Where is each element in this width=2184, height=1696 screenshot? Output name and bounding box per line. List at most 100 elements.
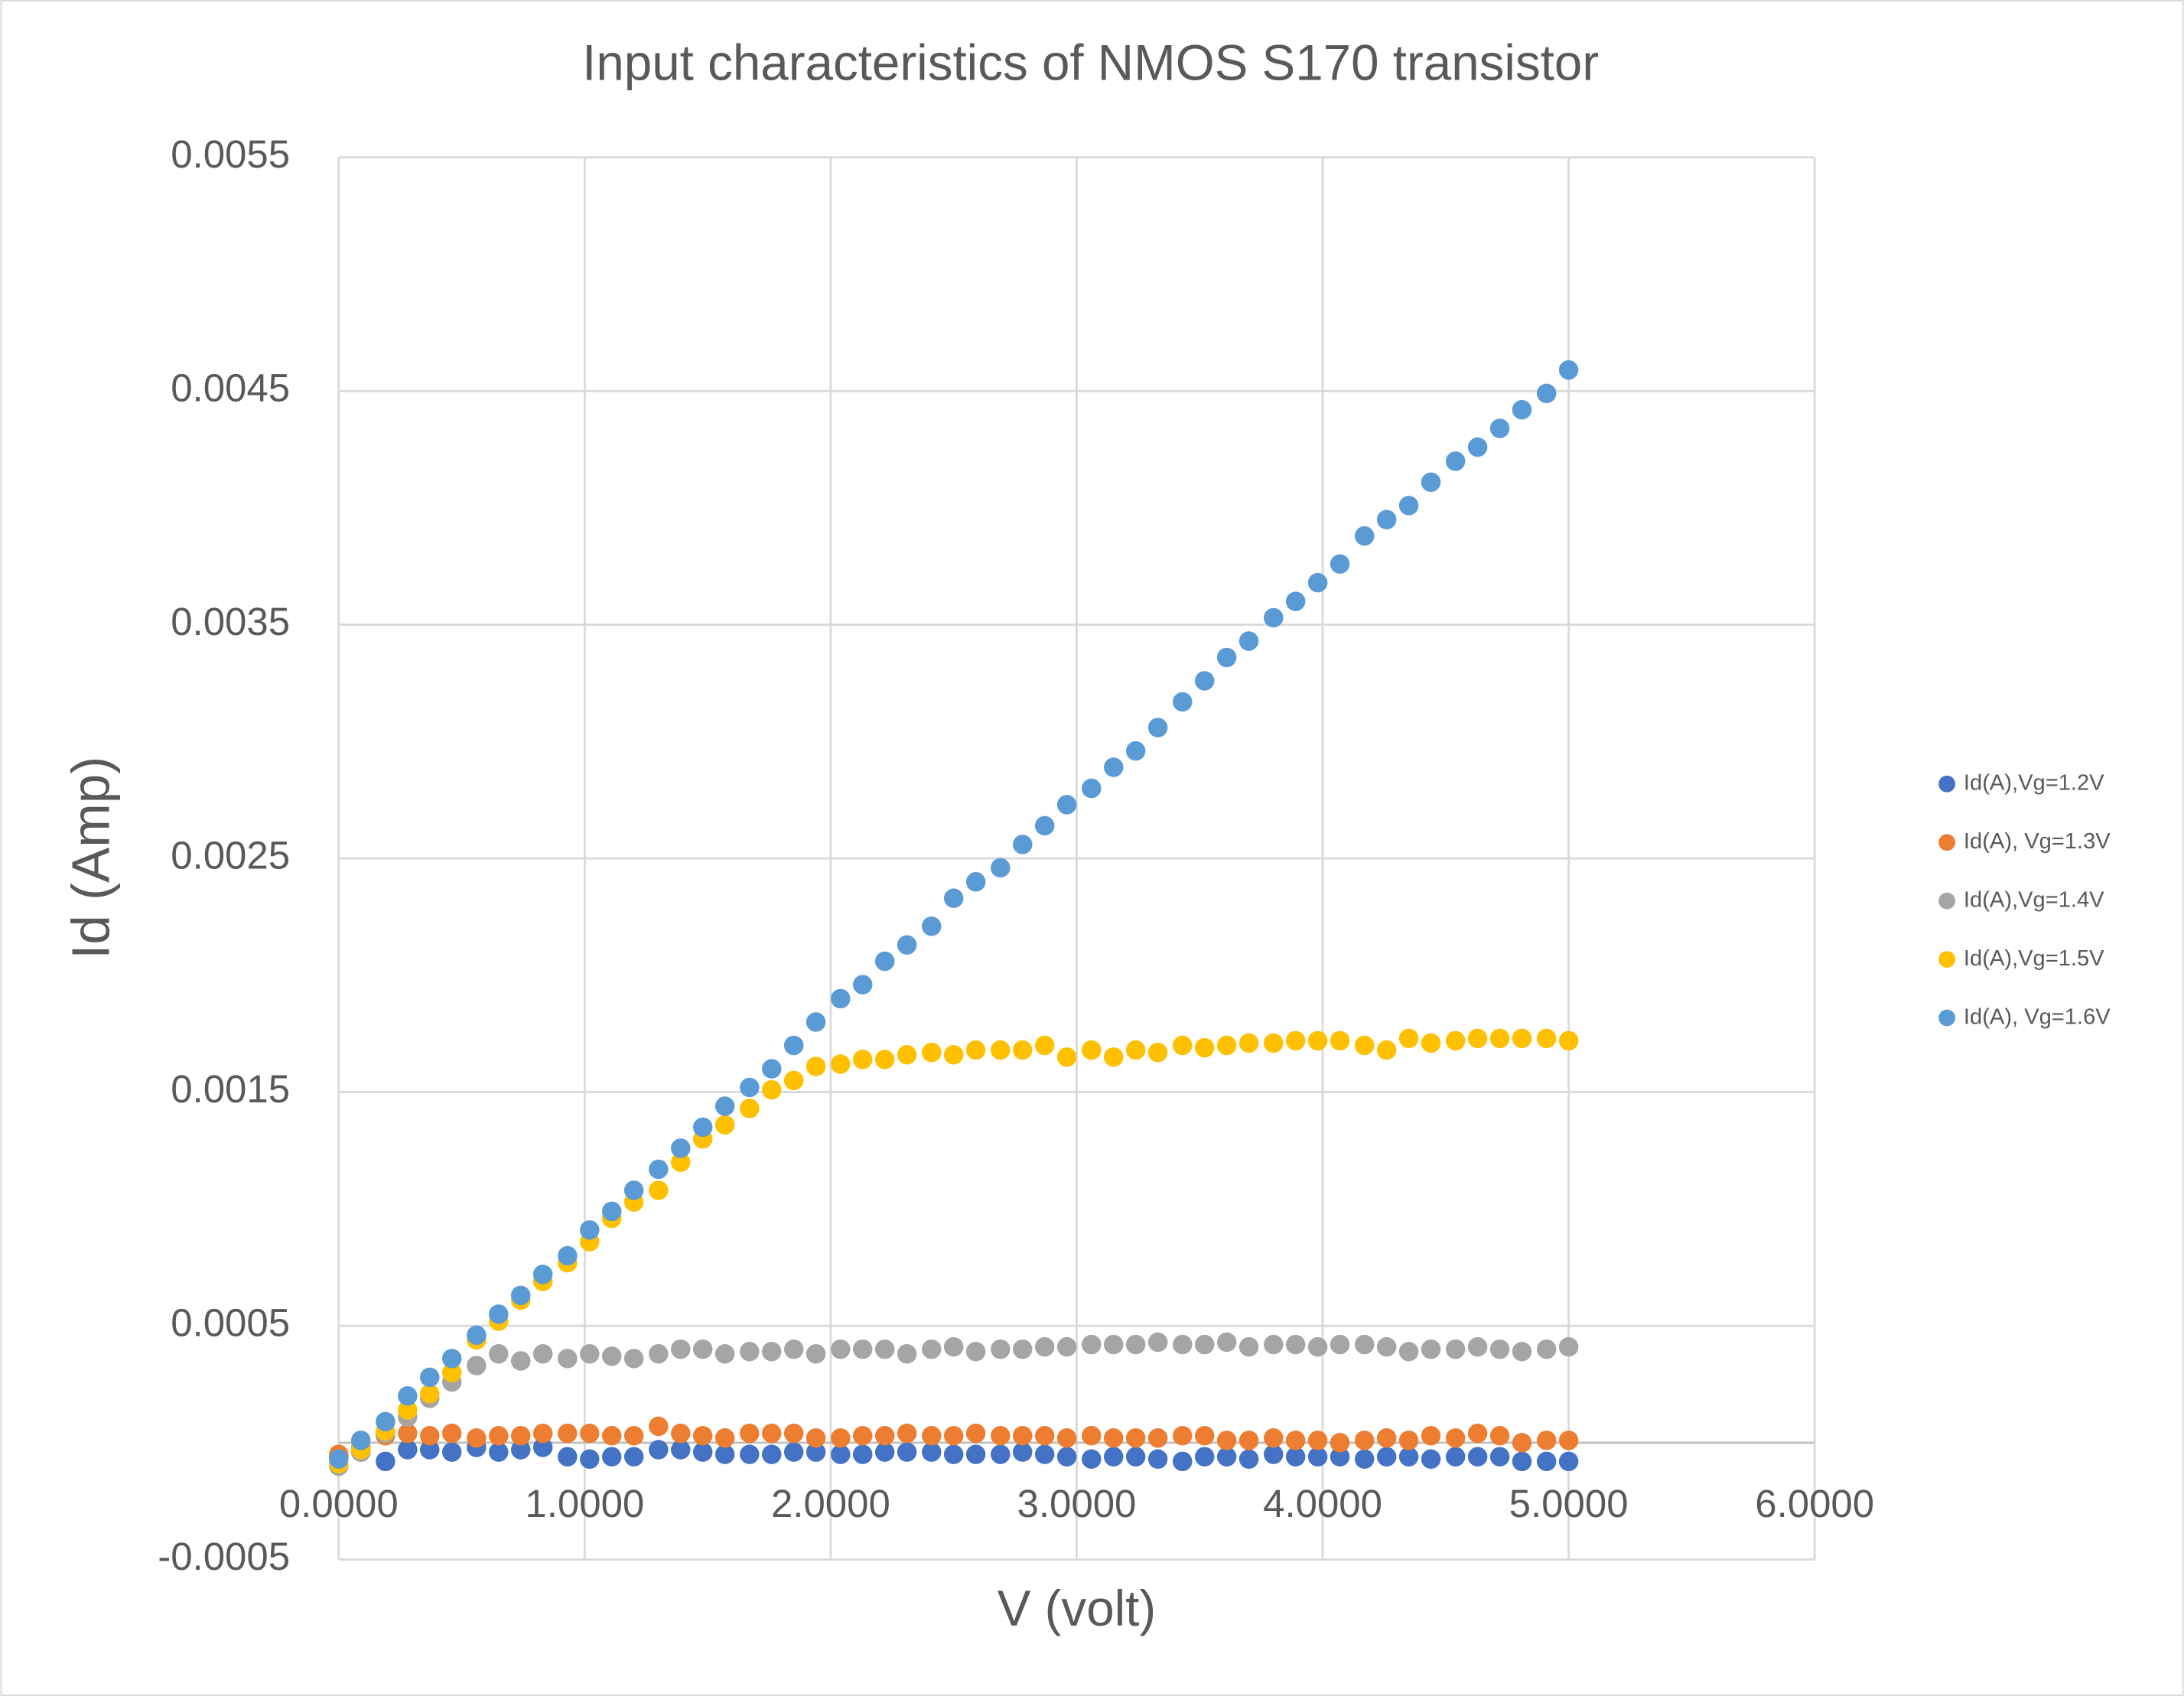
data-point [671,1440,691,1460]
data-point [580,1220,600,1240]
data-point [1330,1334,1350,1355]
data-point [398,1440,418,1460]
y-tick-label: -0.0005 [158,1535,290,1578]
data-point [943,1444,964,1464]
x-tick-label: 4.0000 [1263,1482,1382,1525]
data-point [897,935,917,955]
data-point [1398,496,1419,516]
data-point [852,1050,873,1069]
data-point [1354,526,1375,546]
data-point [1558,1451,1579,1472]
data-point [649,1180,669,1200]
data-point [649,1416,669,1437]
legend-label: Id(A), Vg=1.6V [1964,1004,2111,1029]
data-point [1512,1341,1532,1362]
data-point [467,1356,487,1375]
data-point [714,1096,735,1116]
data-point [1216,1431,1237,1450]
data-point [1421,1339,1441,1359]
data-point [965,1341,986,1362]
data-point [601,1346,622,1366]
data-point [1558,1431,1579,1450]
data-point [1125,1447,1146,1467]
data-point [1082,1425,1102,1446]
data-point [1467,1423,1488,1444]
data-point [671,1152,691,1173]
y-tick-label: 0.0025 [171,834,290,877]
data-point [874,1425,895,1446]
data-point [897,1423,917,1444]
y-tick-label: 0.0015 [171,1067,290,1111]
data-point [714,1444,735,1464]
data-point [623,1447,644,1467]
data-point [1285,1447,1306,1467]
data-point [1263,607,1284,628]
data-point [532,1344,553,1364]
data-point [1307,1431,1328,1450]
data-point [1216,1447,1237,1467]
data-point [329,1449,349,1470]
data-point [874,951,895,972]
data-point [1536,1028,1557,1049]
data-point [922,1042,942,1063]
data-point [623,1180,644,1200]
data-point [489,1344,509,1364]
data-point [831,1428,851,1448]
data-point [510,1285,531,1306]
data-point [1285,591,1306,611]
legend-marker [1938,775,1956,793]
data-point [965,871,986,892]
data-point [1216,1332,1237,1353]
data-point [1012,1339,1033,1359]
data-point [1376,1428,1397,1448]
data-point [1376,509,1397,529]
legend-marker [1938,951,1956,968]
data-point [897,1045,917,1065]
data-point [1376,1040,1397,1060]
data-point [1354,1334,1375,1355]
data-point [1376,1447,1397,1467]
data-point [1558,1030,1579,1051]
data-point [580,1449,600,1470]
data-point [1082,1040,1102,1060]
data-point [991,858,1011,878]
data-point [1467,437,1488,457]
chart-title: Input characteristics of NMOS S170 trans… [582,35,1599,91]
data-point [1238,631,1259,651]
data-point [350,1431,371,1450]
data-point [1489,1028,1510,1049]
legend-label: Id(A),Vg=1.5V [1964,946,2104,971]
data-point [467,1325,487,1346]
data-point [783,1423,804,1444]
data-point [510,1440,531,1460]
data-point [1307,1447,1328,1467]
data-point [991,1339,1011,1359]
data-point [1354,1449,1375,1470]
data-point [965,1040,986,1060]
data-point [943,888,964,908]
data-point [1012,1040,1033,1060]
data-point [671,1138,691,1158]
data-point [1421,1033,1441,1053]
data-point [1012,1442,1033,1462]
data-point [714,1115,735,1135]
data-point [601,1447,622,1467]
data-point [1445,451,1466,471]
data-point [1173,1035,1193,1056]
data-point [874,1050,895,1069]
data-point [420,1440,440,1460]
data-point [1056,1336,1077,1357]
data-point [965,1444,986,1464]
data-point [943,1045,964,1065]
data-point [1103,1428,1124,1448]
legend-marker [1938,892,1956,910]
data-point [649,1344,669,1364]
data-point [714,1344,735,1364]
data-point [1125,1334,1146,1355]
data-point [761,1059,782,1079]
x-tick-label: 5.0000 [1509,1482,1629,1525]
data-point [441,1423,462,1444]
data-point [1034,1425,1055,1446]
data-point [1103,757,1124,777]
legend-marker [1938,1009,1956,1027]
